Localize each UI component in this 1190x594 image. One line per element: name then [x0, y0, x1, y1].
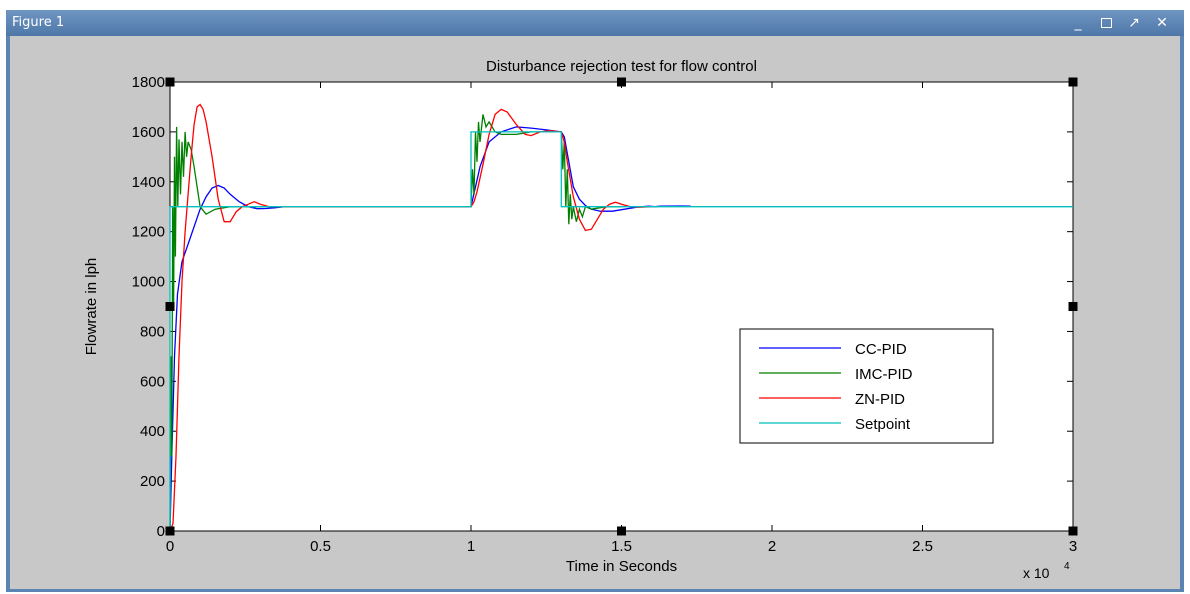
minimize-button[interactable]: _	[1064, 13, 1092, 33]
x-tick-label: 2	[768, 538, 776, 555]
series-line-zn-pid	[169, 103, 652, 532]
series-line-cc-pid	[169, 126, 691, 532]
y-tick-label: 1200	[132, 224, 165, 241]
x-tick-label: 2.5	[912, 538, 933, 555]
x-tick-label: 0.5	[310, 538, 331, 555]
x-tick-label: 0	[166, 538, 174, 555]
y-tick-label: 200	[140, 473, 165, 490]
selection-handle[interactable]	[617, 77, 626, 87]
figure-window: Figure 1 _ ↗ ✕ 0 0.5 1 1.5 2 2.5 3 0 200 400 600 80…	[6, 10, 1184, 592]
y-tick-label: 0	[157, 523, 165, 540]
y-tick-label: 1600	[132, 124, 165, 141]
y-tick-label: 600	[140, 373, 165, 390]
legend-entry-label: CC-PID	[855, 341, 907, 358]
y-tick-label: 1000	[132, 274, 165, 291]
selection-handle[interactable]	[165, 526, 175, 536]
plot-area[interactable]	[169, 81, 1074, 532]
maximize-button[interactable]	[1092, 13, 1120, 33]
close-icon: ✕	[1156, 15, 1168, 31]
figure-canvas: 0 0.5 1 1.5 2 2.5 3 0 200 400 600 800 1000 1200 1400 16…	[10, 36, 1180, 589]
minimize-icon: _	[1074, 15, 1082, 31]
title-bar[interactable]: Figure 1 _ ↗ ✕	[6, 10, 1184, 36]
undock-button[interactable]: ↗	[1120, 13, 1148, 33]
x-tick-label: 1	[467, 538, 475, 555]
selection-handle[interactable]	[165, 302, 175, 311]
selection-handle[interactable]	[1068, 526, 1078, 536]
window-title: Figure 1	[12, 15, 65, 30]
undock-icon: ↗	[1128, 15, 1140, 31]
window-controls: _ ↗ ✕	[1064, 13, 1176, 33]
legend-entry-label: ZN-PID	[855, 391, 905, 408]
maximize-icon	[1100, 18, 1112, 28]
selection-handle[interactable]	[1068, 77, 1078, 87]
y-tick-label: 400	[140, 423, 165, 440]
legend-entry-label: IMC-PID	[855, 366, 913, 383]
y-tick-label: 800	[140, 323, 165, 340]
x-exponent-label: x 10	[1023, 565, 1050, 581]
x-axis-label: Time in Seconds	[566, 558, 677, 575]
close-button[interactable]: ✕	[1148, 13, 1176, 33]
y-tick-label: 1800	[132, 74, 165, 91]
selection-handle[interactable]	[617, 526, 626, 536]
x-tick-label: 3	[1069, 538, 1077, 555]
series-line-setpoint	[169, 131, 1073, 531]
y-axis-label: Flowrate in lph	[83, 258, 100, 356]
legend-entry-label: Setpoint	[855, 416, 911, 433]
chart-title: Disturbance rejection test for flow cont…	[486, 58, 757, 75]
line-chart[interactable]: 0 0.5 1 1.5 2 2.5 3 0 200 400 600 800 1000 1200 1400 16…	[10, 36, 1180, 589]
selection-handle[interactable]	[1068, 302, 1078, 311]
x-exponent-power: 4	[1064, 561, 1070, 572]
selection-handle[interactable]	[165, 77, 175, 87]
x-tick-label: 1.5	[611, 538, 632, 555]
y-tick-label: 1400	[132, 174, 165, 191]
